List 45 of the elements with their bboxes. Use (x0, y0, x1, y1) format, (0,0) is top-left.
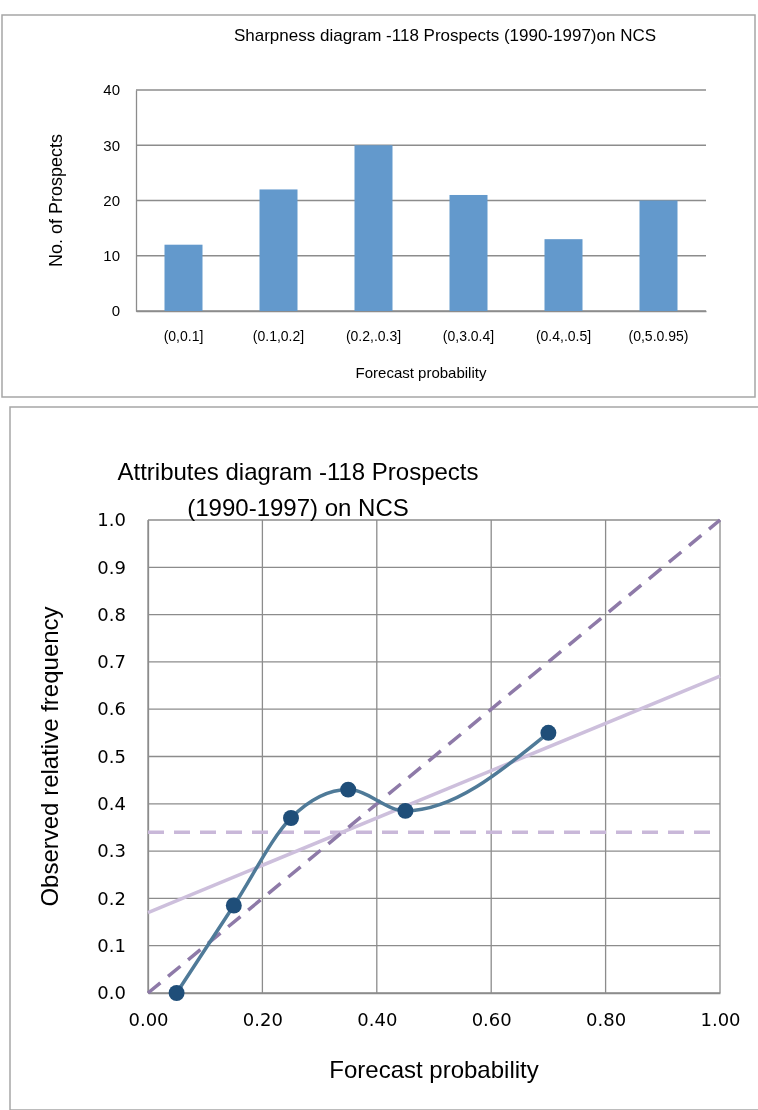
x-tick-label: 1.00 (700, 1008, 741, 1030)
y-tick-label: 0.8 (97, 603, 126, 625)
point (397, 802, 414, 819)
y-tick-label: 0.2 (97, 887, 126, 909)
x-tick-label: (0.4,.0.5] (535, 327, 592, 344)
y-tick-label: 0.9 (97, 556, 126, 578)
y-axis-title: No. of Prospects (46, 133, 66, 268)
y-tick-label: 10 (103, 247, 120, 265)
y-tick-label: 0.4 (97, 793, 126, 815)
x-axis-title: Forecast probability (355, 364, 487, 381)
y-tick-label: 0.3 (97, 840, 126, 862)
bar (164, 244, 203, 311)
bar (449, 194, 488, 311)
y-tick-label: 1.0 (97, 509, 126, 531)
x-tick-label: 0.00 (128, 1008, 169, 1030)
x-axis-title: Forecast probability (329, 1056, 539, 1083)
point (225, 897, 242, 914)
bar (259, 189, 298, 311)
point (283, 810, 299, 826)
point (540, 724, 557, 741)
y-tick-label: 20 (103, 191, 120, 209)
point (340, 781, 357, 798)
point (168, 985, 185, 1001)
y-tick-label: 0 (111, 302, 120, 320)
x-tick-label: (0.2,.0.3] (345, 327, 402, 344)
y-tick-label: 0.1 (97, 934, 126, 956)
y-tick-label: 30 (103, 136, 120, 154)
x-tick-label: 0.20 (242, 1008, 283, 1030)
x-tick-label: (0,5.0.95) (628, 327, 689, 344)
x-tick-label: 0.80 (586, 1008, 627, 1030)
bar (544, 239, 583, 311)
y-tick-label: 0.7 (97, 651, 126, 673)
x-tick-label: 0.40 (357, 1008, 398, 1030)
y-tick-label: 40 (103, 81, 120, 99)
x-tick-label: 0.60 (471, 1008, 512, 1030)
y-tick-label: 0.5 (97, 745, 126, 767)
bar (354, 145, 393, 311)
y-tick-label: 0.0 (97, 982, 126, 1004)
chart-title: Sharpness diagram -118 Prospects (1990-1997)on NCS (233, 26, 657, 45)
x-tick-label: (0,3.0.4] (442, 327, 495, 344)
y-tick-label: 0.6 (97, 698, 126, 720)
bar (639, 200, 678, 311)
x-tick-label: (0,0.1] (163, 327, 204, 344)
y-axis-title: Observed relative frequency (36, 606, 63, 907)
x-tick-label: (0.1,0.2] (252, 327, 305, 344)
